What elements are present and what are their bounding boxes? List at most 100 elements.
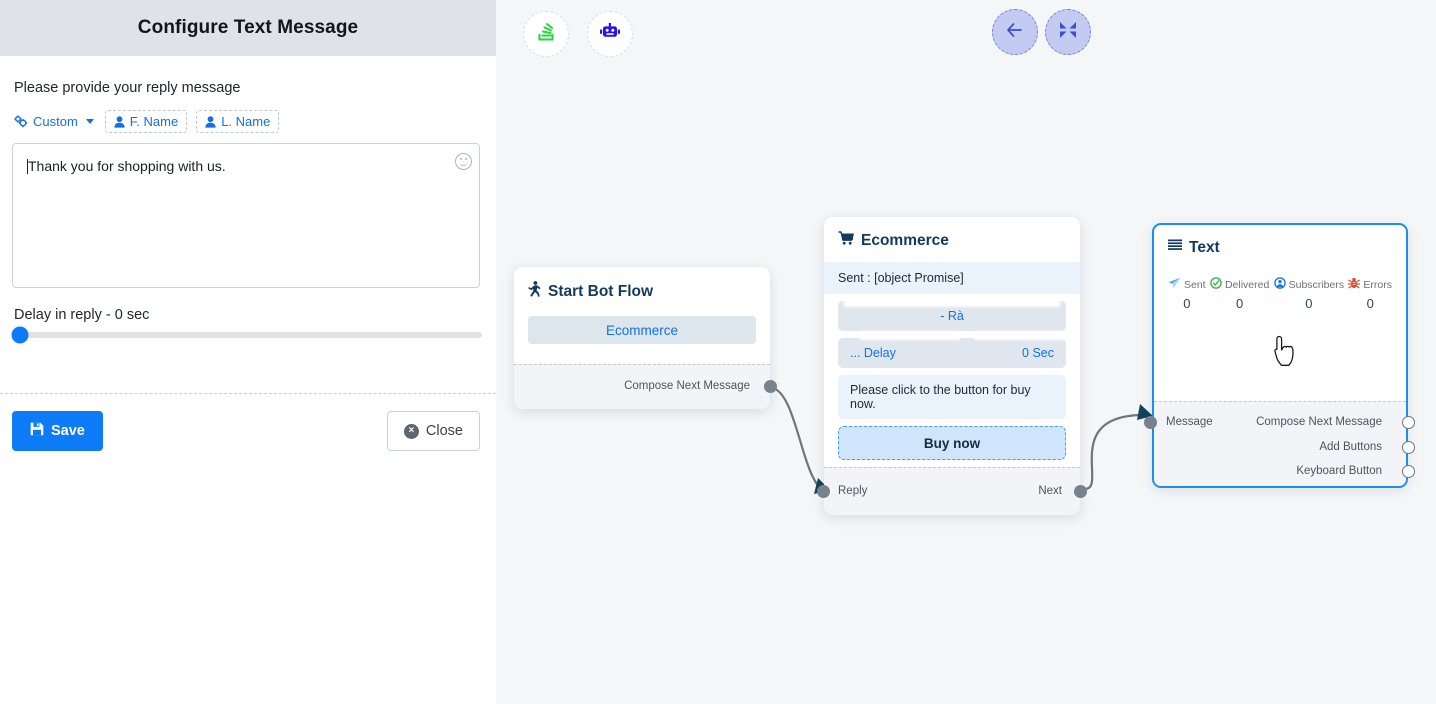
message-textarea-value: Thank you for shopping with us. [28, 158, 226, 174]
ecommerce-row-delay[interactable]: ... Delay 0 Sec [838, 338, 1066, 368]
custom-dropdown-label: Custom [33, 114, 78, 129]
fit-to-screen-button[interactable] [1045, 9, 1091, 55]
ecommerce-delay-value: 0 Sec [1022, 346, 1054, 360]
port-out-keyboard-button[interactable] [1402, 465, 1415, 478]
port-out-compose-next-message[interactable] [764, 380, 777, 393]
stat-sent-value: 0 [1183, 296, 1191, 311]
ecommerce-message-row[interactable]: Please click to the button for buy now. [838, 375, 1066, 419]
ecommerce-row-obscured-label: - Rà [940, 309, 964, 323]
page-title: Configure Text Message [137, 17, 359, 38]
stat-delivered: Delivered 0 [1210, 277, 1269, 311]
panel-body: Please provide your reply message [0, 56, 496, 344]
smiley-icon[interactable] [455, 153, 472, 170]
stack-overflow-tool-button[interactable] [523, 11, 569, 57]
buy-now-button[interactable]: Buy now [838, 426, 1066, 460]
port-out-compose-next-message[interactable] [1402, 416, 1415, 429]
ecommerce-message-text: Please click to the button for buy now. [850, 383, 1031, 411]
paper-plane-icon [1168, 277, 1181, 292]
bot-tool-button[interactable] [587, 11, 633, 57]
message-textarea-wrap: Thank you for shopping with us. [12, 143, 484, 288]
floppy-disk-icon [30, 422, 44, 440]
ecommerce-sent-status: Sent : [object Promise] [824, 262, 1080, 294]
flow-canvas[interactable]: XXXX XXXXX XXXXXXXX XXX Save [496, 0, 1436, 704]
node-ecommerce-header: Ecommerce [838, 231, 1066, 250]
port-in-message[interactable] [1144, 416, 1157, 429]
bug-icon [1348, 277, 1361, 292]
ecommerce-delay-label: ... Delay [850, 346, 896, 360]
tag-last-name-label: L. Name [221, 114, 271, 129]
stat-delivered-label: Delivered [1224, 278, 1270, 291]
port-keyboard-button-label: Keyboard Button [1296, 465, 1382, 477]
node-ecommerce-title: Ecommerce [861, 231, 949, 249]
node-text[interactable]: Text Sent 0 [1144, 223, 1415, 488]
panel-divider [0, 393, 496, 394]
delay-slider[interactable] [11, 326, 482, 344]
port-out-add-buttons[interactable] [1402, 441, 1415, 454]
port-compose-next-message-label: Compose Next Message [1256, 416, 1382, 428]
stat-delivered-value: 0 [1236, 296, 1244, 311]
node-text-stats: Sent 0 Delivered 0 [1154, 277, 1406, 311]
port-out-next[interactable] [1074, 485, 1087, 498]
stat-sent-label: Sent [1184, 278, 1206, 291]
close-button[interactable]: × Close [386, 411, 480, 451]
arrow-left-icon [1006, 22, 1024, 43]
tag-first-name-label: F. Name [129, 114, 179, 129]
panel-footer: Save × Close [0, 411, 496, 471]
custom-dropdown[interactable]: Custom [12, 111, 96, 132]
node-start-header: Start Bot Flow [528, 281, 756, 302]
save-button[interactable]: Save [12, 411, 103, 451]
merge-tag-row: Custom F. Name [12, 110, 484, 133]
reply-message-label: Please provide your reply message [14, 80, 241, 96]
stat-errors-label: Errors [1363, 278, 1392, 291]
stack-overflow-icon [536, 22, 556, 47]
gears-icon [14, 115, 28, 128]
stat-subscribers: Subscribers 0 [1273, 277, 1345, 311]
delay-slider-thumb[interactable] [11, 326, 29, 344]
lines-icon [1168, 239, 1182, 257]
check-circle-icon [1210, 277, 1222, 292]
stat-subscribers-label: Subscribers [1288, 278, 1345, 291]
port-in-reply[interactable] [817, 485, 830, 498]
robot-icon [599, 22, 621, 47]
port-next-label: Next [1038, 485, 1062, 497]
configure-panel: Configure Text Message Please provide yo… [0, 0, 496, 704]
port-message-label: Message [1166, 416, 1213, 428]
node-start-bot-flow[interactable]: Start Bot Flow Ecommerce Compose Next Me… [514, 267, 777, 409]
user-icon [205, 115, 216, 128]
port-reply-label: Reply [838, 485, 868, 497]
stat-sent: Sent 0 [1168, 277, 1206, 311]
port-compose-next-message-label: Compose Next Message [624, 380, 750, 392]
node-text-header: Text [1168, 239, 1392, 257]
tag-first-name[interactable]: F. Name [104, 110, 188, 133]
node-ecommerce-footer: Reply Next [817, 467, 1087, 515]
stat-subscribers-value: 0 [1305, 296, 1313, 311]
panel-header: Configure Text Message [0, 0, 496, 56]
user-circle-icon [1273, 277, 1286, 292]
save-button-label: Save [51, 423, 85, 439]
node-start-footer: Compose Next Message [514, 364, 777, 409]
node-ecommerce[interactable]: Ecommerce Sent : [object Promise] - Rà .… [817, 217, 1087, 515]
chevron-down-icon [85, 119, 94, 124]
compress-icon [1059, 21, 1077, 44]
delay-label: Delay in reply - 0 sec [14, 307, 150, 323]
node-text-footer: Message Compose Next Message Add Buttons… [1144, 401, 1415, 486]
user-icon [114, 115, 125, 128]
port-add-buttons-label: Add Buttons [1319, 441, 1382, 453]
ecommerce-row-obscured[interactable]: - Rà [838, 301, 1066, 331]
stat-errors: Errors 0 [1348, 277, 1392, 311]
shopping-cart-icon [838, 231, 854, 250]
running-person-icon [528, 281, 541, 302]
close-button-label: Close [425, 423, 463, 439]
tag-last-name[interactable]: L. Name [196, 110, 280, 133]
message-textarea[interactable]: Thank you for shopping with us. [12, 143, 480, 288]
start-flow-pill[interactable]: Ecommerce [528, 316, 756, 344]
node-start-title: Start Bot Flow [548, 282, 654, 300]
back-button[interactable] [992, 9, 1038, 55]
ecommerce-sent-label: Sent : [object Promise] [838, 271, 964, 285]
mouse-pointer-hand-icon [1272, 335, 1298, 367]
x-circle-icon: × [403, 423, 419, 439]
text-caret [27, 159, 28, 174]
buy-now-button-label: Buy now [923, 435, 981, 451]
stat-errors-value: 0 [1366, 296, 1374, 311]
